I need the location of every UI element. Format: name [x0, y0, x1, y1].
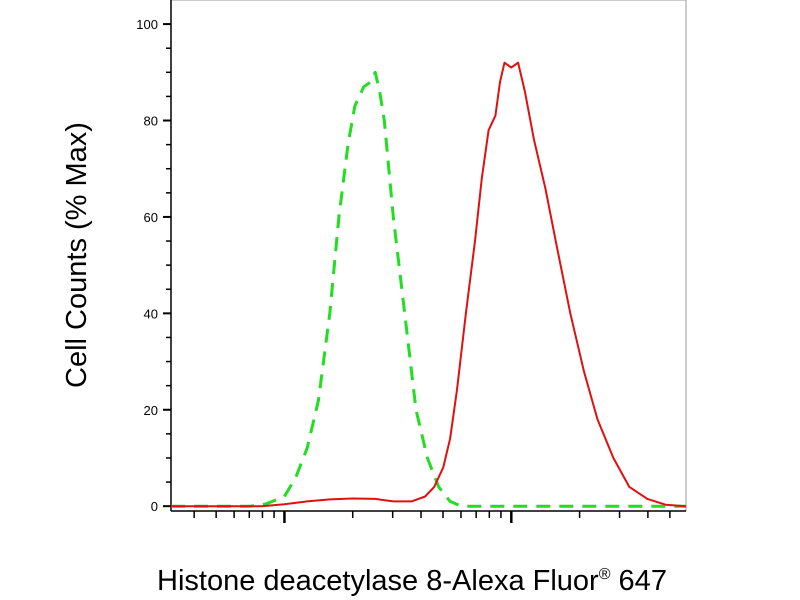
y-tick-label: 20	[144, 403, 158, 418]
x-axis-title-superscript: ®	[599, 566, 611, 583]
y-axis-title: Cell Counts (% Max)	[61, 122, 93, 388]
plot-frame	[170, 0, 687, 512]
x-ticks	[193, 511, 671, 523]
x-axis-title-main: Histone deacetylase 8-Alexa Fluor	[157, 565, 599, 597]
y-tick-label: 60	[144, 210, 158, 225]
y-tick-label: 0	[151, 499, 158, 514]
series-line-isotype-control	[171, 70, 686, 508]
y-tick-label: 80	[144, 114, 158, 129]
y-tick-label: 100	[136, 17, 158, 32]
y-ticks: 0 20 40 60 80 100	[136, 17, 171, 514]
x-axis-title: Histone deacetylase 8-Alexa Fluor® 647	[157, 565, 667, 597]
series-line-hdac8	[171, 61, 687, 508]
x-axis-title-suffix: 647	[611, 565, 667, 597]
y-tick-label: 40	[144, 306, 158, 321]
series-group	[171, 61, 687, 508]
